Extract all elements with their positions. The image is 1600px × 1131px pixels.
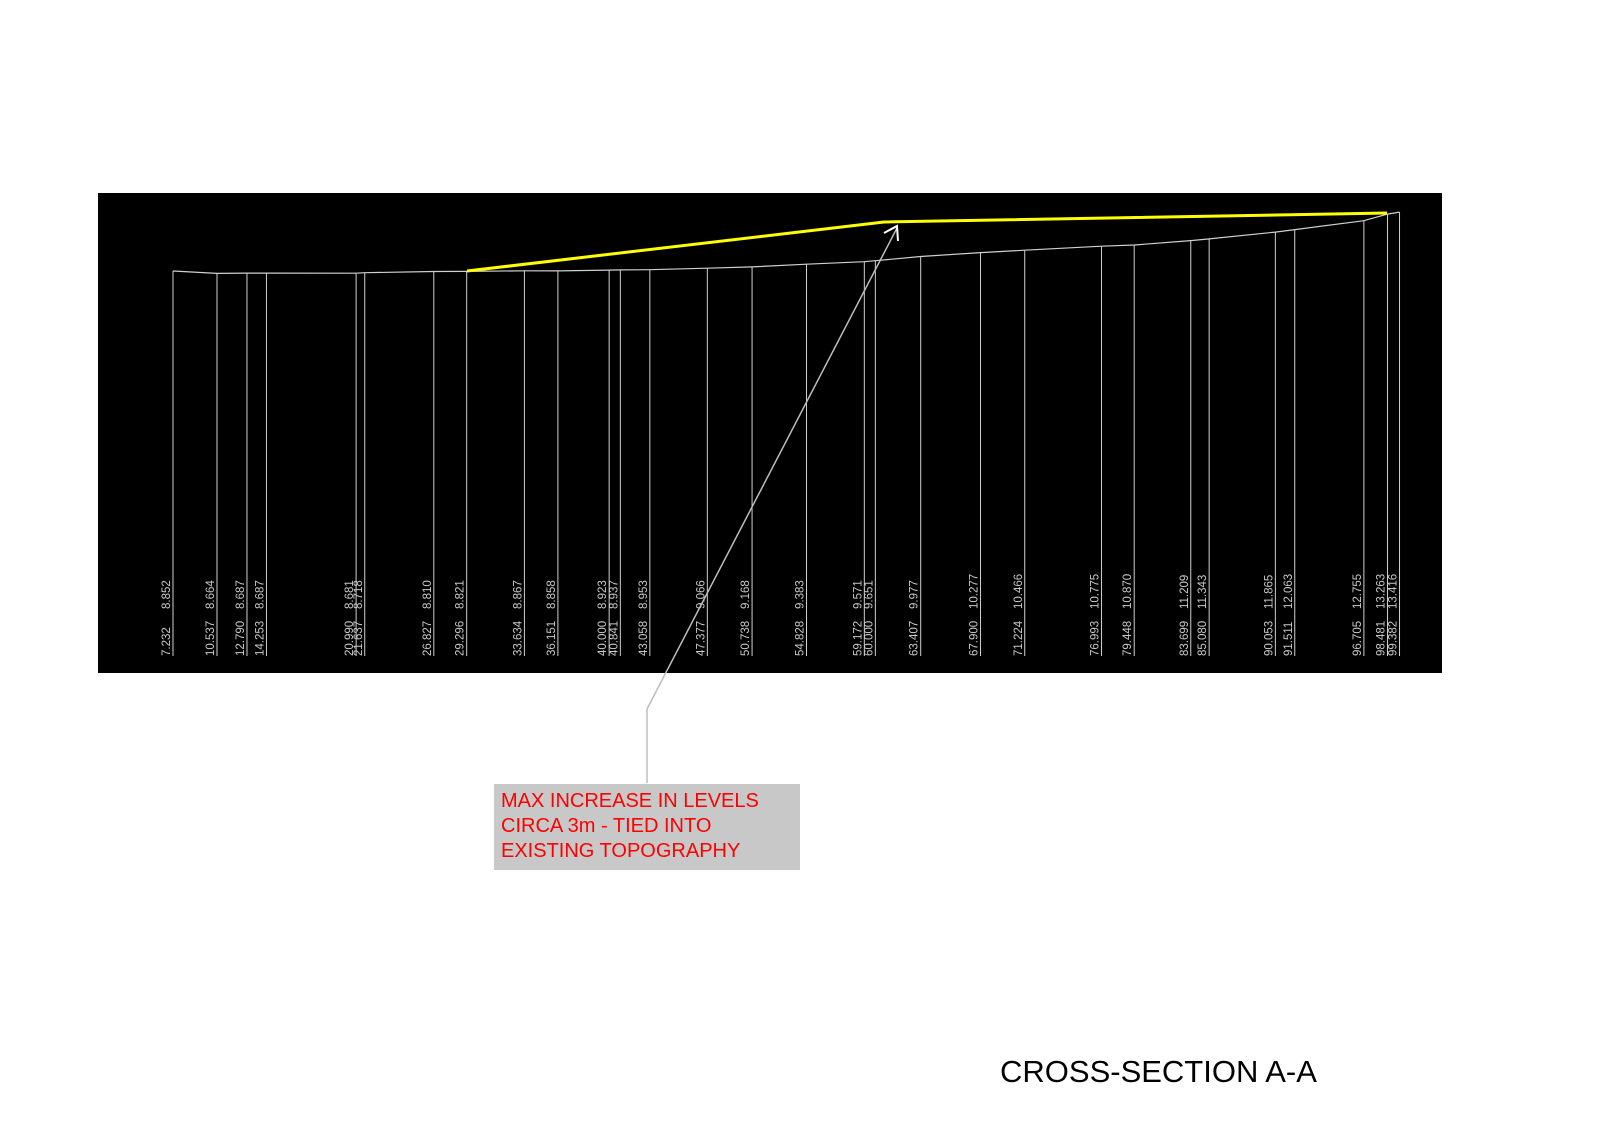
chainage-label: 91.511 (1283, 622, 1295, 656)
chainage-label: 71.224 (1013, 620, 1025, 656)
chainage-label: 7.232 (161, 627, 173, 656)
level-label: 8.664 (205, 580, 217, 609)
chainage-label: 96.705 (1352, 621, 1364, 656)
level-label: 9.571 (852, 580, 864, 609)
existing-ground-line (172, 211, 1400, 275)
level-label: 13.263 (1376, 574, 1388, 609)
level-label: 13.416 (1388, 574, 1400, 609)
leader-line (646, 227, 898, 710)
chainage-label: 50.738 (740, 621, 752, 656)
level-label: 8.687 (254, 580, 266, 609)
chainage-label: 20.990 (344, 621, 356, 656)
level-label: 8.867 (512, 580, 524, 609)
level-label: 8.681 (344, 580, 356, 609)
chainage-label: 60.000 (863, 621, 875, 656)
level-label: 8.687 (235, 580, 247, 609)
level-label: 8.718 (353, 580, 365, 609)
level-label: 10.870 (1122, 574, 1134, 609)
level-label: 8.852 (161, 580, 173, 609)
level-label: 10.277 (969, 574, 981, 609)
chainage-label: 10.537 (205, 621, 217, 656)
level-label: 11.343 (1197, 575, 1209, 609)
level-label: 8.858 (546, 580, 558, 609)
level-label: 9.651 (863, 580, 875, 609)
chainage-label: 76.993 (1090, 621, 1102, 656)
level-label: 8.923 (597, 580, 609, 609)
section-title: CROSS-SECTION A-A (1000, 1054, 1317, 1089)
chainage-label: 29.296 (455, 621, 467, 656)
chainage-label: 26.827 (422, 621, 434, 656)
level-label: 10.466 (1013, 574, 1025, 609)
chainage-label: 36.151 (546, 621, 558, 656)
chainage-label: 47.377 (695, 621, 707, 656)
annotation-line: MAX INCREASE IN LEVELS (501, 790, 759, 812)
level-label: 8.821 (455, 580, 467, 609)
level-label: 11.865 (1263, 575, 1275, 609)
chainage-label: 33.634 (512, 620, 524, 656)
chainage-label: 85.080 (1197, 621, 1209, 656)
level-label: 8.810 (422, 580, 434, 609)
level-label: 11.209 (1179, 575, 1191, 609)
chainage-label: 90.053 (1263, 621, 1275, 656)
level-label: 9.168 (740, 580, 752, 609)
chainage-label: 40.000 (597, 621, 609, 656)
chainage-label: 99.382 (1388, 621, 1400, 656)
chainage-label: 67.900 (969, 621, 981, 656)
level-label: 10.775 (1090, 574, 1102, 609)
level-label: 12.755 (1352, 574, 1364, 609)
chainage-label: 43.058 (638, 621, 650, 656)
level-label: 9.383 (795, 580, 807, 609)
chainage-label: 21.637 (353, 621, 365, 656)
section-panel (98, 193, 1442, 673)
chainage-label: 54.828 (795, 621, 807, 656)
chainage-label: 14.253 (254, 621, 266, 656)
annotation-line: EXISTING TOPOGRAPHY (501, 840, 740, 862)
arrow-head (883, 224, 899, 242)
chainage-label: 59.172 (852, 621, 864, 656)
chainage-label: 63.407 (909, 621, 921, 656)
annotation-box (494, 784, 800, 870)
level-label: 9.977 (909, 580, 921, 609)
annotation-line: CIRCA 3m - TIED INTO (501, 815, 711, 837)
level-label: 8.937 (608, 580, 620, 609)
chainage-label: 98.481 (1376, 621, 1388, 656)
chainage-label: 83.699 (1179, 621, 1191, 656)
proposed-level-line (466, 211, 1388, 273)
level-label: 8.953 (638, 580, 650, 609)
chainage-label: 79.448 (1122, 621, 1134, 656)
chainage-label: 12.790 (235, 621, 247, 656)
stations: 7.232 8.852 10.537 8.664 12.790 8.687 14.253 8.… (161, 211, 1401, 656)
level-label: 12.063 (1283, 574, 1295, 609)
chainage-label: 40.841 (608, 621, 620, 656)
level-label: 9.066 (695, 580, 707, 609)
